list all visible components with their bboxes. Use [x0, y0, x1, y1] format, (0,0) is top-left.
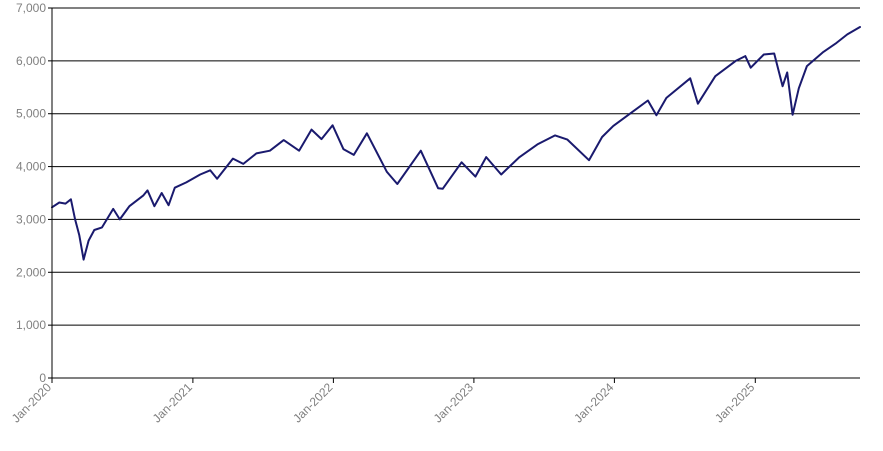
y-tick-label: 5,000 [16, 107, 46, 121]
y-tick-label: 4,000 [16, 160, 46, 174]
x-tick-label: Jan-2020 [9, 380, 55, 426]
x-tick-label: Jan-2023 [431, 380, 477, 426]
x-tick-label: Jan-2024 [571, 380, 617, 426]
grid-lines [52, 7, 860, 326]
y-tick-label: 6,000 [16, 54, 46, 68]
y-tick-label: 2,000 [16, 265, 46, 279]
x-tick-label: Jan-2022 [290, 380, 336, 426]
y-tick-label: 7,000 [16, 1, 46, 15]
x-tick-label: Jan-2025 [712, 380, 758, 426]
y-axis-ticks: 0 1,000 2,000 3,000 4,000 5,000 6,000 7,000 [16, 1, 52, 385]
y-tick-label: 0 [39, 371, 46, 385]
y-tick-label: 3,000 [16, 212, 46, 226]
x-axis-ticks: Jan-2020 Jan-2021 Jan-2022 Jan-2023 Jan-2024… [9, 378, 758, 426]
series-layer [51, 26, 861, 261]
series-line [51, 26, 861, 261]
y-tick-label: 1,000 [16, 318, 46, 332]
x-tick-label: Jan-2021 [150, 380, 196, 426]
